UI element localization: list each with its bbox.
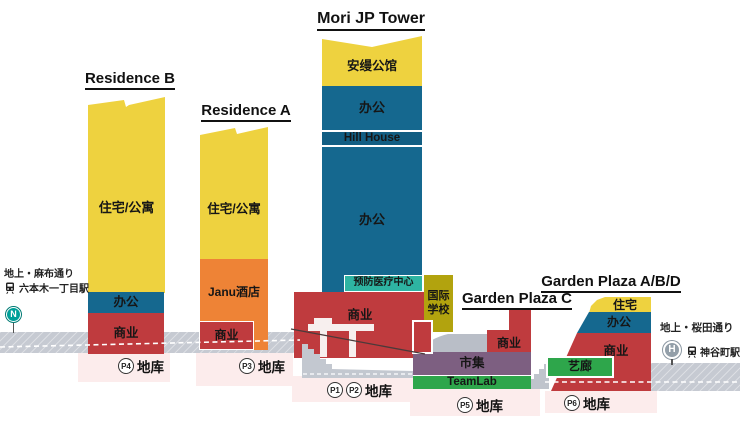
- residence-a-tower-label: 住宅/公寓: [207, 202, 261, 216]
- residence-a-retail: 商业: [199, 321, 254, 350]
- p5-circle: P5: [457, 397, 473, 413]
- plaza-stairs-and-walkway: [302, 344, 414, 378]
- right-street-label: 地上・桜田通り: [660, 322, 734, 334]
- garden-abd-residential: 住宅: [589, 297, 651, 313]
- plaza-gate-column-left: [320, 331, 327, 357]
- p1-circle: P1: [327, 382, 343, 398]
- right-station-row: 神谷町駅: [686, 344, 740, 359]
- garden-abd-office: 办公: [577, 312, 651, 333]
- p6-circle: P6: [564, 395, 580, 411]
- market-hall-label: 市集: [459, 356, 485, 370]
- p2-circle: P2: [346, 382, 362, 398]
- mori-hill-house-label: Hill House: [343, 132, 401, 144]
- residence-a-hotel-label: Janu酒店: [207, 285, 260, 299]
- mori-office-lower-label: 办公: [358, 212, 385, 227]
- international-school-label-1: 国际: [427, 290, 450, 303]
- basement-label-p1-p2: P1 P2 地库: [327, 380, 392, 400]
- mori-medical-center-label: 预防医疗中心: [353, 277, 414, 288]
- plaza-gate-cap: [314, 318, 332, 324]
- garden-plaza-c-retail-label: 商业: [496, 336, 521, 350]
- right-station-name: 神谷町駅: [700, 348, 740, 359]
- mori-jp-tower-title: Mori JP Tower: [312, 10, 430, 31]
- basement-label-p6: P6 地库: [564, 393, 610, 413]
- residence-b-title: Residence B: [80, 70, 180, 90]
- residence-b-retail: 商业: [88, 313, 164, 354]
- garden-abd-office-label: 办公: [606, 315, 631, 329]
- basement-block-p5: [410, 389, 540, 416]
- right-steps: [529, 364, 549, 389]
- basement-label-p4: P4 地库: [118, 356, 164, 376]
- mori-office-upper-label: 办公: [358, 100, 385, 115]
- right-badge-pole: [671, 359, 673, 365]
- dashed-road-line-left: [0, 339, 301, 348]
- central-retail-label: 商业: [347, 308, 373, 322]
- plaza-gate-column-right: [349, 331, 356, 357]
- garden-abd-gallery-label: 艺廊: [567, 359, 592, 373]
- basement-label-p5: P5 地库: [457, 395, 503, 415]
- mori-medical-center: 预防医疗中心: [344, 275, 423, 292]
- left-station-row: 六本木一丁目駅: [4, 280, 89, 295]
- residence-b-tower: 住宅/公寓: [88, 97, 165, 293]
- market-hall: 市集: [413, 352, 531, 375]
- left-street-label: 地上・麻布通り: [4, 269, 74, 280]
- sloped-ground-line: [290, 328, 426, 355]
- train-icon: [6, 282, 14, 294]
- plaza-gate-beam: [308, 324, 374, 331]
- left-station-name: 六本木一丁目駅: [19, 284, 89, 295]
- namboku-line-badge: N: [6, 307, 21, 322]
- international-school-label-2: 学校: [427, 303, 450, 316]
- garden-abd-gallery: 艺廊: [546, 356, 614, 378]
- mori-top-label: 安缦公馆: [346, 59, 397, 73]
- residence-a-title: Residence A: [194, 102, 298, 122]
- mori-office-lower: 办公: [322, 147, 422, 293]
- train-icon: [688, 346, 696, 358]
- basement-label-p3: P3 地库: [239, 356, 285, 376]
- mori-hill-house: Hill House: [322, 130, 422, 147]
- teamlab-hall-label: TeamLab: [447, 376, 497, 388]
- garden-plaza-abd-title: Garden Plaza A/B/D: [536, 273, 686, 293]
- residence-b-tower-label: 住宅/公寓: [98, 200, 155, 215]
- garden-plaza-c-title: Garden Plaza C: [458, 290, 576, 310]
- residence-b-office-label: 办公: [113, 295, 139, 309]
- p3-circle: P3: [239, 358, 255, 374]
- residence-a-retail-label: 商业: [214, 328, 239, 342]
- residence-b-office: 办公: [88, 292, 164, 313]
- left-badge-pole: [12, 323, 14, 333]
- ground-band-right: [651, 363, 740, 391]
- teamlab-hall: TeamLab: [413, 375, 531, 389]
- residence-b-retail-label: 商业: [113, 326, 139, 340]
- garden-abd-residential-label: 住宅: [612, 298, 637, 312]
- hibiya-line-badge: H: [663, 341, 681, 359]
- mori-office-upper: 办公: [322, 86, 422, 130]
- residence-a-tower: 住宅/公寓: [200, 127, 268, 259]
- garden-abd-retail-label: 商业: [603, 344, 629, 358]
- p4-circle: P4: [118, 358, 134, 374]
